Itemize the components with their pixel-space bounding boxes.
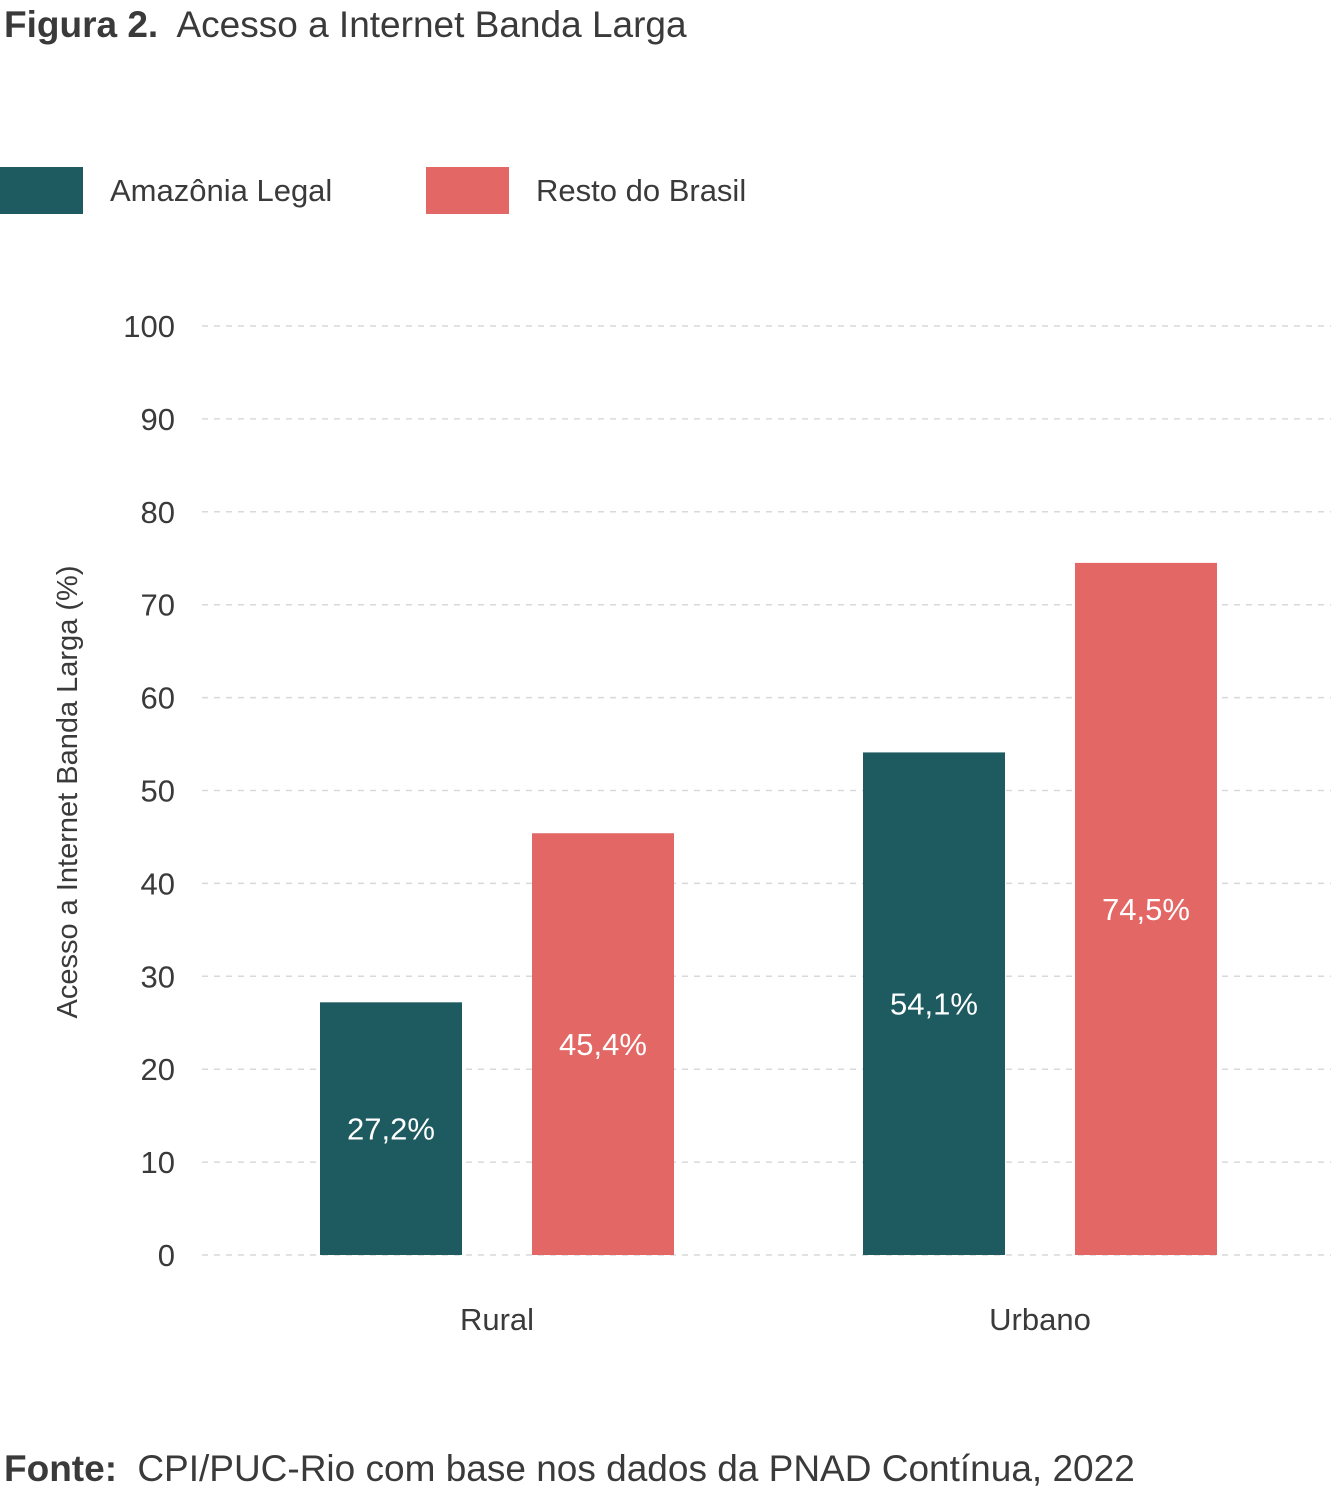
- y-axis-label: Acesso a Internet Banda Larga (%): [52, 566, 84, 1019]
- y-tick-label: 40: [141, 866, 175, 901]
- source-prefix: Fonte:: [4, 1448, 117, 1489]
- legend-swatch: [0, 167, 83, 214]
- data-labels: 27,2% 45,4% 54,1% 74,5%: [347, 892, 1190, 1147]
- y-tick-label: 50: [141, 774, 175, 809]
- legend-swatch: [426, 167, 509, 214]
- legend-label: Amazônia Legal: [110, 173, 332, 208]
- y-tick-label: 70: [141, 588, 175, 623]
- figure-title-text: Acesso a Internet Banda Larga: [176, 4, 687, 45]
- data-label: 74,5%: [1102, 892, 1190, 927]
- y-tick-labels: 0 10 20 30 40 50 60 70 80 90 100: [123, 309, 175, 1273]
- data-label: 54,1%: [890, 987, 978, 1022]
- source-note: Fonte: CPI/PUC-Rio com base nos dados da…: [4, 1448, 1135, 1489]
- source-text: CPI/PUC-Rio com base nos dados da PNAD C…: [137, 1448, 1134, 1489]
- y-tick-label: 60: [141, 681, 175, 716]
- bars: [320, 562, 1217, 1255]
- figure-title: Figura 2. Acesso a Internet Banda Larga: [4, 4, 687, 45]
- figure-title-prefix: Figura 2.: [4, 4, 158, 45]
- bar: [863, 752, 1005, 1255]
- y-tick-label: 30: [141, 959, 175, 994]
- y-tick-label: 10: [141, 1145, 175, 1180]
- data-label: 27,2%: [347, 1112, 435, 1147]
- data-label: 45,4%: [559, 1027, 647, 1062]
- legend-label: Resto do Brasil: [536, 173, 746, 208]
- bar: [1075, 562, 1217, 1255]
- y-tick-label: 0: [158, 1238, 175, 1273]
- x-tick-label: Rural: [460, 1302, 534, 1337]
- x-tick-labels: Rural Urbano: [460, 1302, 1091, 1337]
- x-tick-label: Urbano: [989, 1302, 1091, 1337]
- y-tick-label: 100: [123, 309, 175, 344]
- y-tick-label: 90: [141, 402, 175, 437]
- y-tick-label: 80: [141, 495, 175, 530]
- y-tick-label: 20: [141, 1052, 175, 1087]
- bar: [320, 1002, 462, 1255]
- legend: Amazônia Legal Resto do Brasil: [0, 167, 746, 214]
- bar: [532, 833, 674, 1255]
